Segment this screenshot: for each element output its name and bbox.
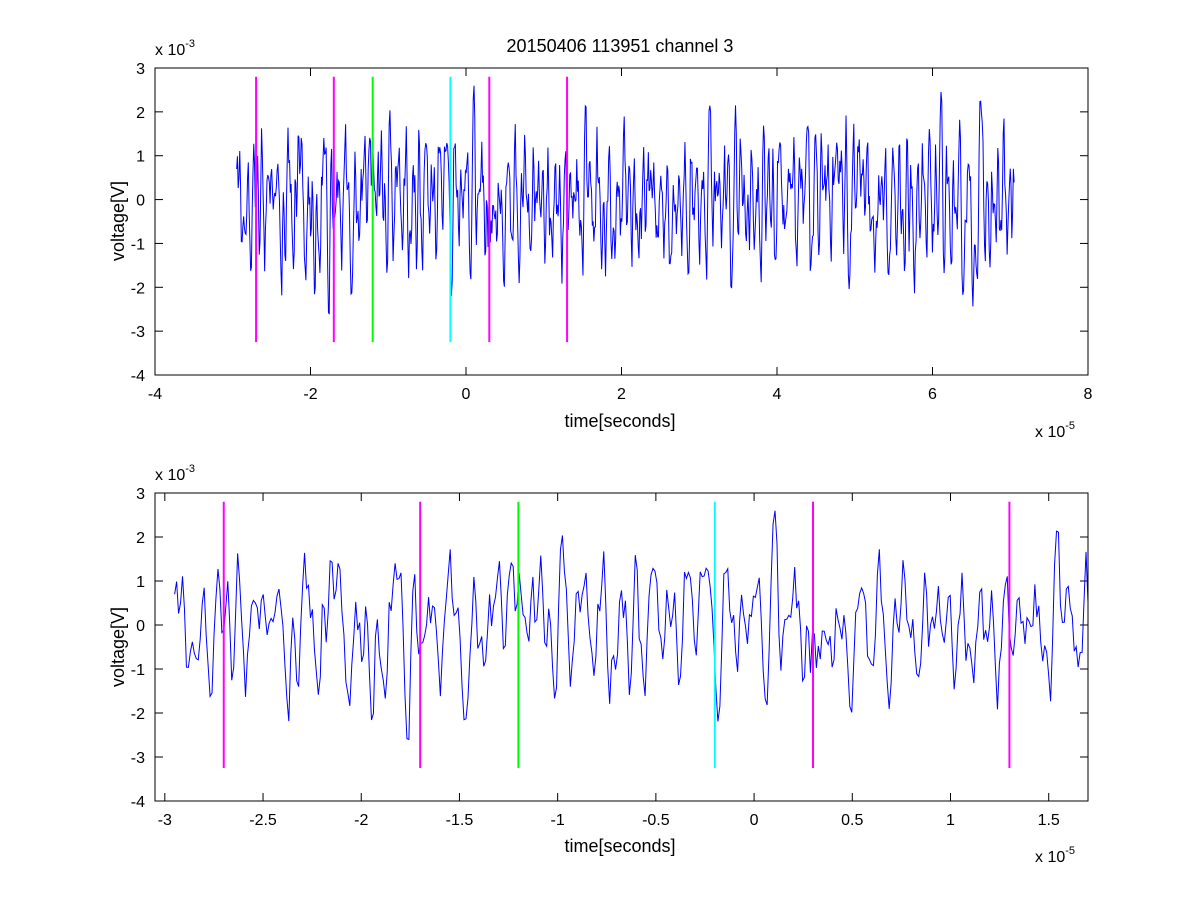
x-tick-label: 0: [462, 386, 471, 403]
y-tick-label: 1: [136, 574, 145, 591]
y-tick-label: -2: [131, 706, 145, 723]
x-tick-label: -2: [354, 812, 368, 829]
x-tick-label: -4: [148, 386, 162, 403]
x-tick-label: 0: [750, 812, 759, 829]
top-subplot: 20150406 113951 channel 3 x 10-3 -4 -2 0 2 4…: [108, 36, 1093, 441]
y-tick-label: -4: [131, 368, 145, 385]
x-tick-label: -1.5: [446, 812, 474, 829]
top-x-multiplier: x 10-5: [1035, 420, 1075, 441]
top-event-markers: [255, 76, 569, 343]
x-tick-label: 8: [1084, 386, 1093, 403]
y-tick-label: -2: [131, 280, 145, 297]
bottom-subplot: x 10-3 -3 -2.5 -2 -1.5 -1 -0.5 0 0.5 1 1.5-4-3-2-…: [108, 463, 1089, 866]
bottom-y-axis-label: voltage[V]: [108, 607, 128, 687]
y-tick-label: 1: [136, 149, 145, 166]
x-tick-label: 2: [617, 386, 626, 403]
x-tick-label: -2: [303, 386, 317, 403]
x-tick-label: 1: [946, 812, 955, 829]
x-tick-label: -3: [158, 812, 172, 829]
top-x-axis-label: time[seconds]: [564, 411, 675, 431]
y-tick-label: 2: [136, 105, 145, 122]
y-tick-label: -1: [131, 236, 145, 253]
x-tick-label: -1: [551, 812, 565, 829]
y-tick-label: 0: [136, 618, 145, 635]
bottom-x-axis-label: time[seconds]: [564, 836, 675, 856]
y-tick-label: 0: [136, 193, 145, 210]
y-tick-label: -1: [131, 662, 145, 679]
signal-line: [236, 85, 1015, 315]
top-axis-ticks: -4 -2 0 2 4 6 8 -4 -3 -2 -1 0 1 2 3: [131, 61, 1093, 403]
bottom-x-multiplier: x 10-5: [1035, 845, 1075, 866]
y-tick-label: -3: [131, 324, 145, 341]
y-tick-label: 3: [136, 486, 145, 503]
y-tick-label: -3: [131, 750, 145, 767]
bottom-y-multiplier: x 10-3: [155, 463, 195, 484]
y-tick-label: 2: [136, 530, 145, 547]
x-tick-label: 6: [928, 386, 937, 403]
x-tick-label: 4: [773, 386, 782, 403]
bottom-event-markers: [222, 501, 1011, 768]
top-y-axis-label: voltage[V]: [108, 181, 128, 261]
y-tick-label: -4: [131, 794, 145, 811]
bottom-axis-ticks: -3 -2.5 -2 -1.5 -1 -0.5 0 0.5 1 1.5 -4 -3 -2 -1 0 1 2 3: [131, 486, 1088, 829]
top-y-multiplier: x 10-3: [155, 38, 195, 59]
x-tick-label: -0.5: [642, 812, 670, 829]
top-axes-frame: [154, 67, 1089, 376]
x-tick-label: 0.5: [841, 812, 863, 829]
x-tick-label: -2.5: [249, 812, 277, 829]
bottom-axes-frame: [154, 492, 1089, 802]
x-tick-label: 1.5: [1038, 812, 1060, 829]
bottom-signal-trace: [174, 510, 1089, 741]
y-tick-label: 3: [136, 61, 145, 78]
signal-line: [174, 510, 1089, 741]
top-chart-title: 20150406 113951 channel 3: [507, 36, 734, 56]
top-signal-trace: [236, 85, 1015, 315]
